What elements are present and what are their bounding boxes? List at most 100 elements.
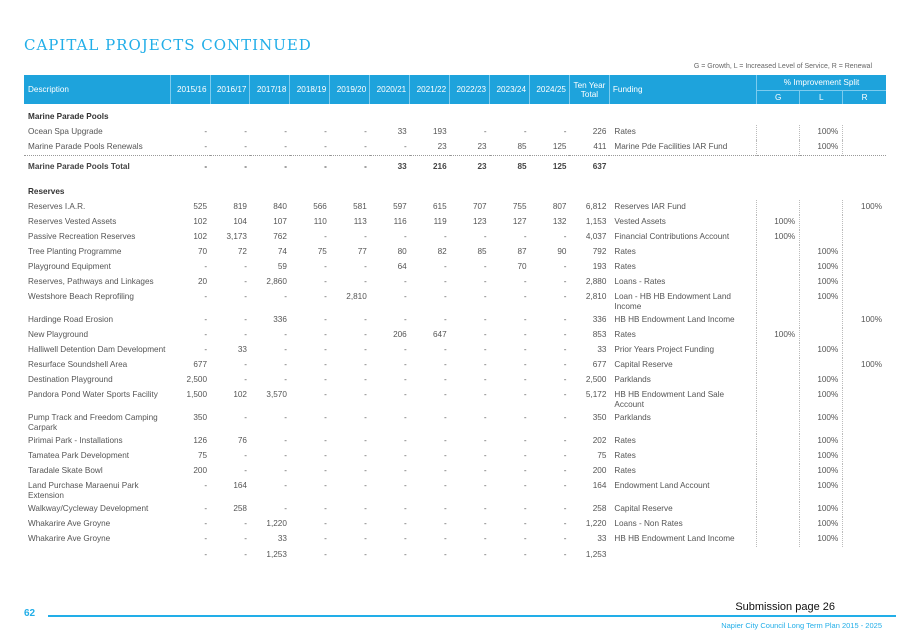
funding-source: Prior Years Project Funding <box>614 345 715 354</box>
funding-source: Financial Contributions Account <box>614 232 730 241</box>
year-value: - <box>523 360 527 369</box>
ten-year-total: 226 <box>592 127 607 136</box>
year-value: - <box>364 330 367 339</box>
year-value: 33 <box>397 127 407 136</box>
ten-year-total: 164 <box>592 481 607 490</box>
year-value: - <box>523 345 527 354</box>
split-g <box>756 358 800 373</box>
year-value: - <box>284 436 287 445</box>
year-value: 126 <box>193 436 208 445</box>
year-value: - <box>563 550 567 559</box>
group-label: Marine Parade Pools <box>28 112 109 121</box>
year-value: - <box>324 262 327 271</box>
ten-year-total: 193 <box>592 262 607 271</box>
year-value: 116 <box>393 217 407 226</box>
year-value: - <box>204 330 208 339</box>
year-value: 762 <box>273 232 287 241</box>
year-value: - <box>563 330 567 339</box>
year-value: 2,810 <box>346 292 367 301</box>
year-value: - <box>204 481 208 490</box>
split-r <box>842 328 886 343</box>
year-value: - <box>244 142 247 151</box>
year-value: 206 <box>393 330 407 339</box>
table-row: Pump Track and Freedom Camping Carpark 35… <box>24 411 886 434</box>
year-value: - <box>324 142 327 151</box>
year-value: - <box>364 375 367 384</box>
group-row: Marine Parade Pools <box>24 104 886 125</box>
year-value: - <box>523 330 527 339</box>
split-r <box>842 140 886 156</box>
header-split-r: R <box>842 90 886 104</box>
year-value: - <box>404 360 407 369</box>
year-value: 1,500 <box>186 390 208 399</box>
split-g <box>756 479 800 502</box>
table-row: Land Purchase Maraenui Park Extension - 16… <box>24 479 886 502</box>
year-value: - <box>324 330 327 339</box>
split-l: 100% <box>799 464 843 479</box>
table-header: Description 2015/16 2016/17 2017/18 2018… <box>24 75 886 104</box>
row-description: Walkway/Cycleway Development <box>28 504 149 513</box>
year-value: - <box>364 262 367 271</box>
year-value: - <box>324 534 327 543</box>
row-description: Marine Parade Pools Renewals <box>28 142 143 151</box>
split-r <box>842 245 886 260</box>
year-value: - <box>563 504 567 513</box>
row-description: Destination Playground <box>28 375 113 384</box>
year-value: - <box>284 466 287 475</box>
funding-source: Rates <box>614 330 636 339</box>
year-value: - <box>563 277 567 286</box>
table-row: Tamatea Park Development 75 - - - - - - - - - 75 Rat… <box>24 449 886 464</box>
header-year: 2019/20 <box>329 75 370 104</box>
page-number: 62 <box>24 608 36 619</box>
ten-year-total: 1,153 <box>585 217 607 226</box>
year-value: - <box>324 277 327 286</box>
funding-source: Marine Pde Facilities IAR Fund <box>614 142 728 151</box>
year-value: - <box>324 550 327 559</box>
ten-year-total: 202 <box>592 436 607 445</box>
split-g <box>756 290 800 313</box>
funding-source: Capital Reserve <box>614 360 673 369</box>
year-value: - <box>324 232 327 241</box>
table-body: Marine Parade Pools Ocean Spa Upgrade - - - -… <box>24 104 886 563</box>
row-description: Land Purchase Maraenui Park Extension <box>28 481 139 500</box>
ten-year-total: 5,172 <box>585 390 607 399</box>
year-value: 85 <box>489 155 530 179</box>
ten-year-total: 33 <box>597 345 607 354</box>
year-value: - <box>210 155 250 179</box>
header-improvement-split: % Improvement Split <box>756 75 886 91</box>
split-l: 100% <box>799 290 843 313</box>
year-value: 72 <box>237 247 247 256</box>
header-funding: Funding <box>608 75 757 104</box>
year-value: - <box>244 451 247 460</box>
year-value: - <box>563 360 567 369</box>
year-value: - <box>483 315 487 324</box>
year-value: - <box>284 481 287 490</box>
row-description: Passive Recreation Reserves <box>28 232 136 241</box>
year-value: - <box>483 360 487 369</box>
ten-year-total: 2,810 <box>585 292 607 301</box>
split-l: 100% <box>799 411 843 434</box>
year-value: - <box>523 504 527 513</box>
year-value: 707 <box>472 202 487 211</box>
year-value: 615 <box>433 202 447 211</box>
funding-source: HB HB Endowment Land Income <box>614 534 735 543</box>
row-filler <box>609 155 886 179</box>
funding-source: Endowment Land Account <box>614 481 710 490</box>
year-value: 113 <box>353 217 367 226</box>
ten-year-total: 75 <box>597 451 607 460</box>
year-value: - <box>284 127 287 136</box>
year-value: - <box>284 142 287 151</box>
year-value: 59 <box>277 262 287 271</box>
year-value: - <box>563 481 567 490</box>
split-g <box>756 464 800 479</box>
split-l: 100% <box>799 532 843 547</box>
funding-source: HB HB Endowment Land Income <box>614 315 735 324</box>
split-r <box>842 532 886 547</box>
funding-source: Loans - Rates <box>614 277 666 286</box>
year-value: 258 <box>233 504 247 513</box>
funding-source: Vested Assets <box>614 217 666 226</box>
header-ten-year-total: Ten Year Total <box>568 75 610 104</box>
table-row: Hardinge Road Erosion - - 336 - - - - - - - 336 HB H… <box>24 313 886 328</box>
header-split-l: L <box>799 90 843 104</box>
row-description: Pump Track and Freedom Camping Carpark <box>28 413 158 432</box>
